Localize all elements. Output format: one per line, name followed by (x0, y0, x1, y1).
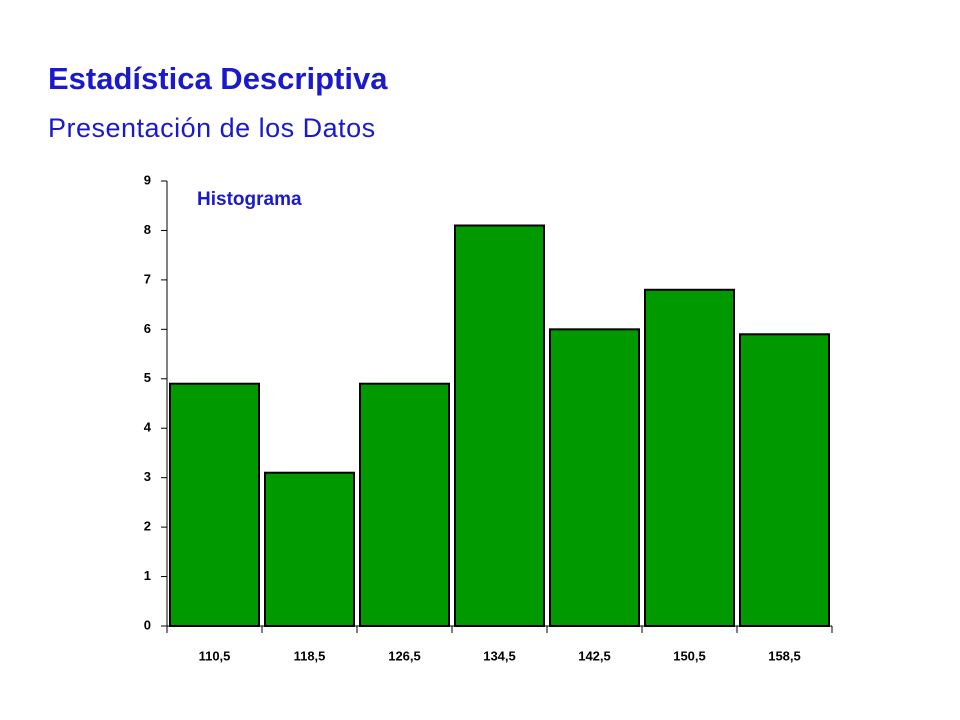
bar (359, 382, 450, 627)
bar (169, 382, 260, 627)
bar (739, 333, 830, 627)
slide-subtitle: Presentación de los Datos (48, 113, 376, 143)
x-tick-label: 158,5 (768, 648, 801, 663)
y-tick-label: 0 (144, 617, 151, 632)
y-tick-label: 8 (144, 222, 151, 237)
slide-title: Estadística Descriptiva (48, 61, 388, 96)
y-tick-label: 5 (144, 370, 151, 385)
y-tick-label: 1 (144, 568, 151, 583)
y-tick-label: 2 (144, 519, 151, 534)
y-tick-label: 3 (144, 469, 151, 484)
x-tick-label: 126,5 (388, 648, 421, 663)
bar (454, 224, 545, 627)
bar (644, 288, 735, 627)
y-tick-label: 9 (144, 172, 151, 187)
x-tick-label: 118,5 (294, 648, 326, 663)
x-tick-label: 110,5 (199, 648, 231, 663)
y-tick-label: 6 (144, 321, 151, 336)
bar (264, 471, 355, 627)
y-tick-label: 7 (144, 271, 151, 286)
chart-annotation: Histograma (197, 189, 302, 210)
x-tick-label: 150,5 (673, 648, 706, 663)
x-tick-label: 142,5 (578, 648, 611, 663)
y-tick-label: 4 (144, 420, 152, 435)
bar (549, 328, 640, 627)
x-tick-label: 134,5 (483, 648, 516, 663)
